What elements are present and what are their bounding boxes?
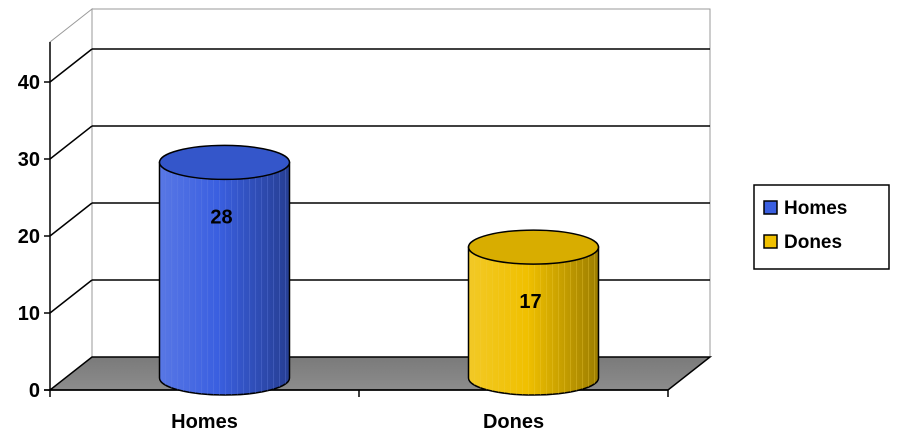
plot-walls <box>47 7 713 392</box>
bar-dones <box>467 229 600 396</box>
floor <box>47 356 713 391</box>
y-tick-label: 40 <box>18 72 40 94</box>
cylinder-top <box>158 144 291 181</box>
legend-label-homes: Homes <box>784 198 847 219</box>
legend-swatch-homes <box>763 200 778 215</box>
gridline-side <box>49 202 93 237</box>
gridline-side <box>49 279 93 314</box>
bar-homes <box>158 144 291 396</box>
y-tick-label: 10 <box>18 303 40 325</box>
legend-box <box>753 184 890 270</box>
cylinder-body <box>467 246 600 396</box>
cylinder-top <box>467 229 600 265</box>
legend-swatch-dones <box>763 234 778 249</box>
y-tick-label: 20 <box>18 226 40 248</box>
y-tick-label: 0 <box>29 380 40 402</box>
legend: Homes Dones <box>753 184 890 270</box>
cylinder-body <box>158 161 291 396</box>
bars <box>158 144 600 396</box>
x-tick-label-dones: Dones <box>483 411 544 433</box>
data-label-homes: 28 <box>210 206 232 228</box>
gridline-side <box>49 125 93 160</box>
y-tick-label: 30 <box>18 149 40 171</box>
labels: 28 Homes 17 Dones <box>171 206 544 433</box>
gridline-side <box>49 48 93 83</box>
legend-label-dones: Dones <box>784 232 842 253</box>
x-tick-label-homes: Homes <box>171 411 238 433</box>
data-label-dones: 17 <box>519 291 541 313</box>
